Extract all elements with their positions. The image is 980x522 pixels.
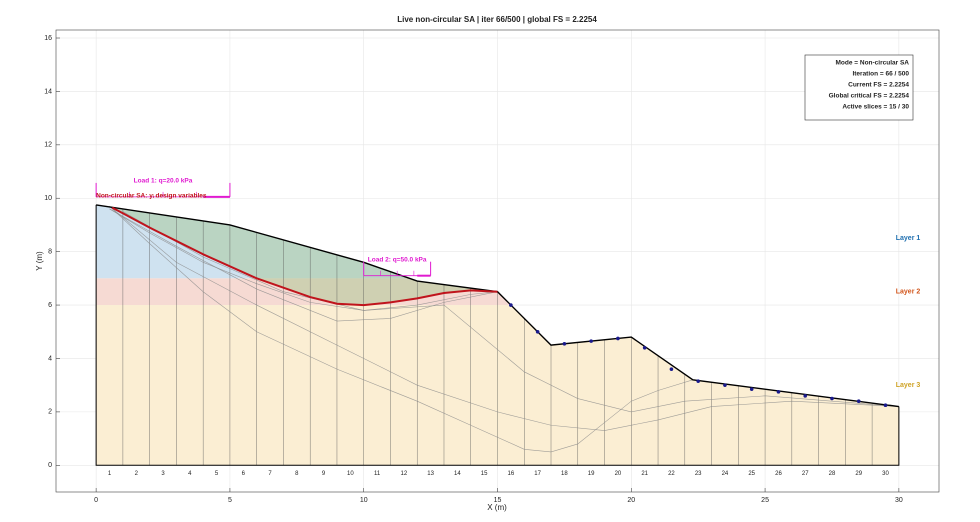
plot-frame <box>55 29 940 493</box>
trial-surface <box>109 206 899 431</box>
y-tick-label: 16 <box>44 35 52 42</box>
slice-label: 7 <box>268 471 272 477</box>
slice-label: 23 <box>695 471 702 477</box>
slice-label: 29 <box>855 471 862 477</box>
design-node <box>776 390 781 394</box>
design-node <box>830 396 834 401</box>
info-line: Current FS = 2.2254 <box>848 82 909 89</box>
trial-surface <box>109 206 693 453</box>
x-tick-label: 20 <box>627 497 635 504</box>
y-tick-label: 14 <box>44 88 52 95</box>
slice-label: 12 <box>401 471 408 477</box>
info-line: Global critical FS = 2.2254 <box>829 93 910 100</box>
layer-label: Layer 3 <box>896 382 921 389</box>
slice-label: 5 <box>215 471 219 477</box>
design-node <box>562 341 567 346</box>
slice-label: 20 <box>615 471 622 477</box>
slice-label: 14 <box>454 471 461 477</box>
design-node <box>589 339 593 343</box>
slice-label: 19 <box>588 471 595 477</box>
design-node <box>642 345 647 350</box>
slice-label: 28 <box>829 471 836 477</box>
x-tick-label: 10 <box>360 497 368 504</box>
slice-label: 22 <box>668 471 675 477</box>
slice-label: 6 <box>242 471 246 477</box>
design-node <box>509 303 513 307</box>
sliding-mass <box>112 207 498 306</box>
slice-label: 9 <box>322 471 326 477</box>
info-box <box>804 54 914 121</box>
y-tick-label: 2 <box>48 409 52 416</box>
slice-label: 13 <box>427 471 434 477</box>
info-line: Mode = Non-circular SA <box>836 60 910 67</box>
slice-label: 2 <box>135 471 139 477</box>
chart-title: Live non-circular SA | iter 66/500 | glo… <box>397 15 597 24</box>
annotation: Non-circular SA: yᵢ design variables <box>96 193 207 200</box>
trial-surface <box>122 211 899 413</box>
x-axis-label: X (m) <box>487 503 507 512</box>
y-tick-label: 6 <box>48 302 52 309</box>
slice-label: 15 <box>481 471 488 477</box>
load-label: Load 2: q=50.0 kPa <box>368 256 427 263</box>
trial-surface <box>109 208 498 311</box>
design-node <box>883 403 888 408</box>
design-node <box>723 383 727 387</box>
y-tick-label: 0 <box>48 462 52 469</box>
trial-surface <box>109 208 498 322</box>
x-tick-label: 15 <box>494 497 502 504</box>
slice-label: 27 <box>802 471 809 477</box>
y-tick-label: 10 <box>44 195 52 202</box>
info-line: Active slices = 15 / 30 <box>842 104 909 111</box>
design-node <box>535 329 540 334</box>
info-line: Iteration = 66 / 500 <box>852 71 909 78</box>
design-node <box>856 399 861 404</box>
y-tick-label: 12 <box>44 142 52 149</box>
slice-label: 16 <box>508 471 515 477</box>
slice-label: 18 <box>561 471 568 477</box>
slice-label: 10 <box>347 471 354 477</box>
slice-label: 21 <box>641 471 648 477</box>
slice-label: 11 <box>374 471 381 477</box>
design-node <box>749 387 754 391</box>
slice-label: 26 <box>775 471 782 477</box>
x-tick-label: 5 <box>228 497 232 504</box>
load-label: Load 1: q=20.0 kPa <box>134 178 193 185</box>
x-tick-label: 0 <box>94 497 98 504</box>
slice-label: 4 <box>188 471 192 477</box>
slice-label: 25 <box>748 471 755 477</box>
slice-label: 30 <box>882 471 889 477</box>
design-node <box>696 379 700 383</box>
y-axis-label: Y (m) <box>35 251 44 271</box>
slice-label: 8 <box>295 471 299 477</box>
x-tick-label: 30 <box>895 497 903 504</box>
slice-label: 17 <box>534 471 541 477</box>
slice-label: 3 <box>161 471 165 477</box>
x-tick-label: 25 <box>761 497 769 504</box>
design-node <box>669 367 674 371</box>
layer-label: Layer 2 <box>896 289 921 296</box>
y-tick-label: 8 <box>48 248 52 255</box>
design-node <box>803 394 808 398</box>
critical-slip-surface <box>111 206 498 307</box>
layer-label: Layer 1 <box>896 235 921 242</box>
y-tick-label: 4 <box>48 355 52 362</box>
ground-boundary <box>95 204 900 466</box>
design-node <box>616 336 620 341</box>
slice-label: 1 <box>108 471 112 477</box>
slice-label: 24 <box>722 471 729 477</box>
